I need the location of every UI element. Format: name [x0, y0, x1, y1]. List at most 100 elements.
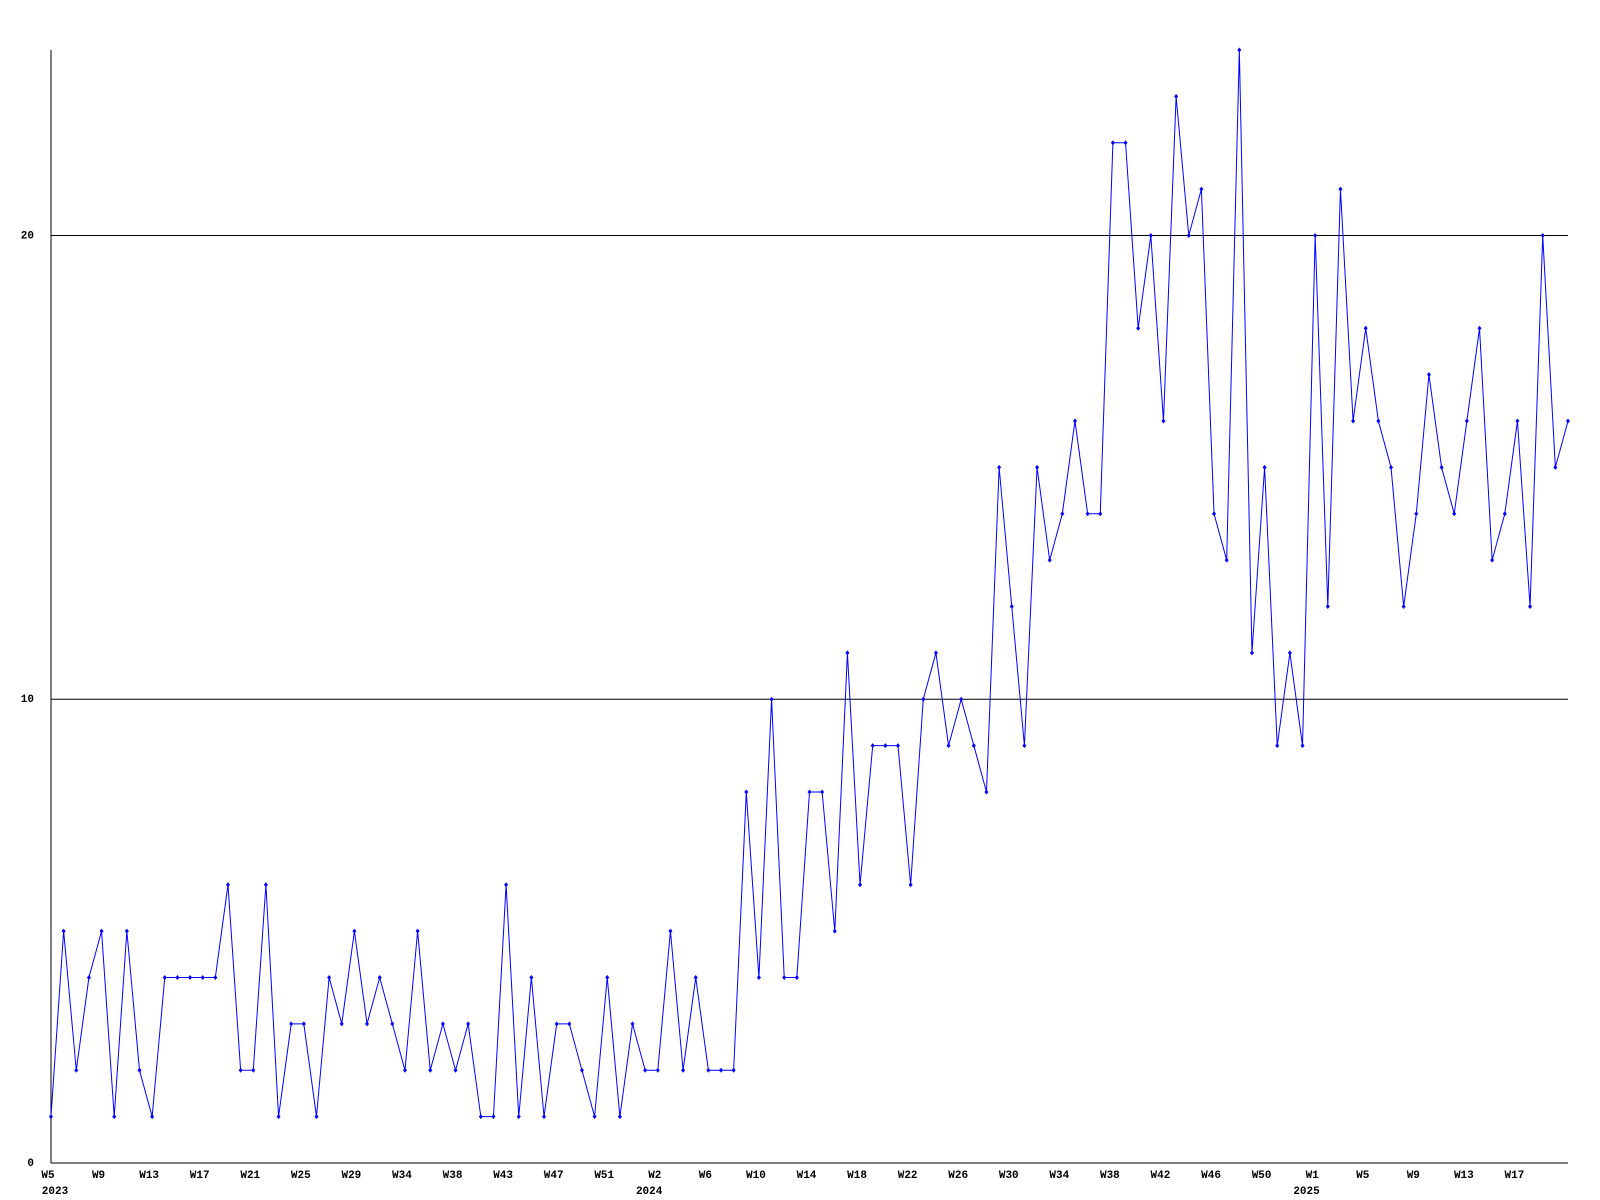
- x-tick-label: W5: [1356, 1170, 1370, 1182]
- data-point: [1540, 233, 1545, 238]
- x-tick-label: W25: [291, 1170, 311, 1182]
- data-point: [554, 1021, 559, 1027]
- x-tick-label: W14: [797, 1170, 817, 1182]
- data-point: [529, 975, 534, 980]
- data-point: [74, 1067, 79, 1073]
- x-tick-label: W13: [139, 1170, 159, 1182]
- x-tick-label: W43: [493, 1170, 513, 1182]
- data-point: [1553, 464, 1558, 470]
- x-tick-label: W51: [594, 1170, 614, 1182]
- data-point: [175, 975, 180, 980]
- data-point: [858, 882, 863, 888]
- data-point: [1528, 604, 1533, 609]
- data-point: [1363, 325, 1368, 331]
- data-point: [870, 743, 875, 749]
- data-point: [99, 928, 104, 934]
- data-point: [238, 1067, 243, 1073]
- y-tick-label: 20: [21, 230, 34, 242]
- data-point: [756, 975, 761, 980]
- data-point: [567, 1021, 572, 1027]
- data-point: [1085, 511, 1090, 517]
- data-point: [592, 1114, 597, 1120]
- data-point: [428, 1067, 433, 1073]
- data-point: [327, 975, 332, 980]
- data-point: [225, 882, 230, 888]
- data-point: [377, 975, 382, 980]
- data-point: [1300, 743, 1305, 749]
- data-point: [1199, 186, 1204, 192]
- data-point: [1262, 464, 1267, 470]
- data-point: [908, 882, 913, 888]
- data-point: [491, 1114, 496, 1120]
- data-point: [162, 975, 167, 980]
- data-point: [1452, 511, 1457, 517]
- y-tick-label: 10: [21, 694, 34, 706]
- data-point: [466, 1021, 471, 1027]
- data-point: [668, 928, 673, 934]
- data-point: [1490, 557, 1495, 563]
- x-tick-label: W47: [544, 1170, 564, 1182]
- data-point: [1047, 557, 1052, 563]
- data-point: [1212, 511, 1217, 517]
- data-point: [1338, 186, 1343, 192]
- data-point: [744, 789, 749, 795]
- x-tick-label: W6: [699, 1170, 712, 1182]
- data-point: [213, 975, 218, 980]
- x-tick-label: W17: [1505, 1170, 1525, 1182]
- data-point: [782, 975, 787, 980]
- data-point: [794, 975, 799, 980]
- data-point: [478, 1114, 483, 1120]
- data-point: [314, 1114, 319, 1120]
- data-point: [579, 1067, 584, 1073]
- data-point: [719, 1067, 724, 1073]
- data-point: [453, 1067, 458, 1073]
- x-tick-label: W17: [190, 1170, 210, 1182]
- year-label: 2024: [636, 1186, 663, 1198]
- data-point: [516, 1114, 521, 1120]
- data-point: [440, 1021, 445, 1027]
- data-point: [1110, 140, 1115, 146]
- y-tick-label: 0: [27, 1158, 34, 1170]
- data-point: [807, 789, 812, 795]
- data-point: [339, 1021, 344, 1027]
- data-point: [188, 975, 193, 980]
- data-point: [1136, 325, 1141, 331]
- data-point: [1161, 418, 1166, 424]
- x-tick-label: W2: [648, 1170, 661, 1182]
- x-tick-label: W9: [92, 1170, 105, 1182]
- data-point: [390, 1021, 395, 1027]
- data-point: [542, 1114, 547, 1120]
- data-point: [630, 1021, 635, 1027]
- data-point: [1098, 511, 1103, 517]
- data-point: [997, 464, 1002, 470]
- data-point: [921, 696, 926, 702]
- data-point: [1389, 464, 1394, 470]
- x-tick-label: W50: [1252, 1170, 1272, 1182]
- x-tick-label: W5: [41, 1170, 55, 1182]
- data-point: [1022, 743, 1027, 749]
- data-point: [276, 1114, 281, 1120]
- data-point: [820, 789, 825, 795]
- data-point: [845, 650, 850, 656]
- data-point: [1566, 418, 1570, 424]
- data-point: [1325, 604, 1330, 609]
- x-tick-label: W1: [1306, 1170, 1320, 1182]
- data-point: [415, 928, 420, 934]
- data-point: [150, 1114, 155, 1120]
- data-point: [1439, 464, 1444, 470]
- data-point: [617, 1114, 622, 1120]
- data-point: [1148, 233, 1153, 238]
- data-point: [112, 1114, 117, 1120]
- data-point: [352, 928, 357, 934]
- data-point: [1237, 47, 1242, 53]
- data-point: [1351, 418, 1356, 424]
- x-tick-label: W30: [999, 1170, 1019, 1182]
- data-point: [1376, 418, 1381, 424]
- x-tick-label: W42: [1151, 1170, 1171, 1182]
- x-tick-label: W29: [341, 1170, 361, 1182]
- x-tick-label: W21: [240, 1170, 260, 1182]
- x-tick-label: W34: [1049, 1170, 1069, 1182]
- data-point: [1035, 464, 1040, 470]
